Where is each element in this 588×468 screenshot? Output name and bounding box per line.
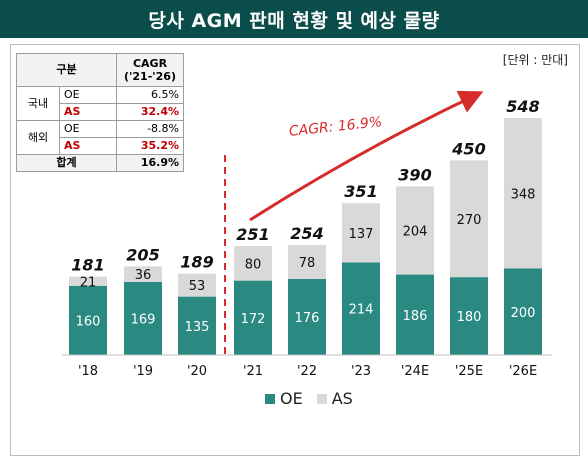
legend-item-oe: OE — [265, 389, 303, 408]
x-tick-label: '18 — [78, 364, 98, 379]
bar-as — [342, 203, 380, 263]
x-tick-label: '23 — [351, 364, 371, 379]
data-label-total: 351 — [344, 182, 377, 201]
data-label-total: 254 — [290, 224, 323, 243]
cagr-segment: OE — [59, 86, 117, 104]
data-label-total: 390 — [398, 165, 431, 184]
bar-as — [396, 186, 434, 275]
cagr-total-value: 16.9% — [116, 154, 184, 172]
cagr-total-label: 합계 — [16, 154, 117, 172]
x-tick-label: '25E — [455, 364, 483, 379]
legend-label-oe: OE — [280, 389, 303, 408]
cagr-table-header-cagr: CAGR ('21-'26) — [116, 53, 184, 87]
data-label-as: 21 — [80, 275, 97, 290]
data-label-oe: 200 — [511, 306, 536, 321]
bar-as — [504, 118, 542, 269]
bar-as — [124, 266, 162, 282]
bar-oe — [234, 280, 272, 355]
bar-as — [69, 276, 107, 286]
cagr-value: -8.8% — [116, 120, 184, 138]
cagr-region-domestic: 국내 — [16, 86, 60, 121]
data-label-as: 53 — [189, 279, 206, 294]
data-label-oe: 169 — [131, 312, 156, 327]
bar-as — [450, 160, 488, 278]
data-label-as: 348 — [511, 187, 536, 202]
data-label-as: 204 — [403, 224, 428, 239]
bar-oe — [342, 262, 380, 355]
bar-oe — [450, 277, 488, 355]
cagr-annotation: CAGR: 16.9% — [288, 114, 383, 140]
data-label-oe: 135 — [185, 320, 210, 335]
data-label-as: 270 — [457, 213, 482, 228]
cagr-value: 35.2% — [116, 137, 184, 155]
bar-oe — [396, 274, 434, 355]
bar-as — [178, 273, 216, 297]
x-tick-label: '19 — [133, 364, 153, 379]
unit-label: [단위 : 만대] — [502, 53, 568, 67]
legend-item-as: AS — [316, 389, 353, 408]
cagr-table: 구분 CAGR ('21-'26) 국내 OE 6.5% AS 32.4% 해외… — [16, 53, 184, 172]
chart-frame — [10, 44, 580, 456]
data-label-as: 137 — [349, 227, 374, 242]
data-label-oe: 172 — [241, 312, 266, 327]
bar-as — [288, 245, 326, 279]
bar-oe — [124, 281, 162, 355]
data-label-as: 36 — [135, 268, 152, 283]
data-label-oe: 176 — [295, 311, 320, 326]
bar-oe — [178, 296, 216, 355]
legend-swatch-oe — [265, 393, 275, 404]
data-label-oe: 214 — [349, 303, 374, 318]
cagr-arrow — [249, 90, 484, 222]
bar-as — [234, 246, 272, 281]
chart-legend: OE AS — [265, 389, 367, 408]
x-tick-label: '22 — [297, 364, 317, 379]
data-label-oe: 180 — [457, 310, 482, 325]
x-tick-label: '20 — [187, 364, 207, 379]
bar-oe — [69, 285, 107, 355]
data-label-total: 251 — [236, 225, 269, 244]
bar-oe — [504, 268, 542, 355]
cagr-region-overseas: 해외 — [16, 120, 60, 155]
x-tick-label: '26E — [509, 364, 537, 379]
data-label-total: 181 — [71, 256, 104, 275]
data-label-total: 205 — [126, 245, 159, 264]
data-label-as: 78 — [299, 256, 316, 271]
page-title: 당사 AGM 판매 현황 및 예상 물량 — [0, 0, 588, 38]
data-label-total: 548 — [506, 97, 539, 116]
x-tick-label: '24E — [401, 364, 429, 379]
data-label-oe: 186 — [403, 309, 428, 324]
x-tick-label: '21 — [243, 364, 263, 379]
legend-swatch-as — [316, 393, 327, 404]
legend-label-as: AS — [331, 389, 353, 408]
bar-oe — [288, 278, 326, 355]
data-label-total: 189 — [180, 253, 213, 272]
data-label-total: 450 — [451, 139, 485, 158]
data-label-oe: 160 — [76, 314, 101, 329]
data-label-as: 80 — [245, 257, 262, 272]
